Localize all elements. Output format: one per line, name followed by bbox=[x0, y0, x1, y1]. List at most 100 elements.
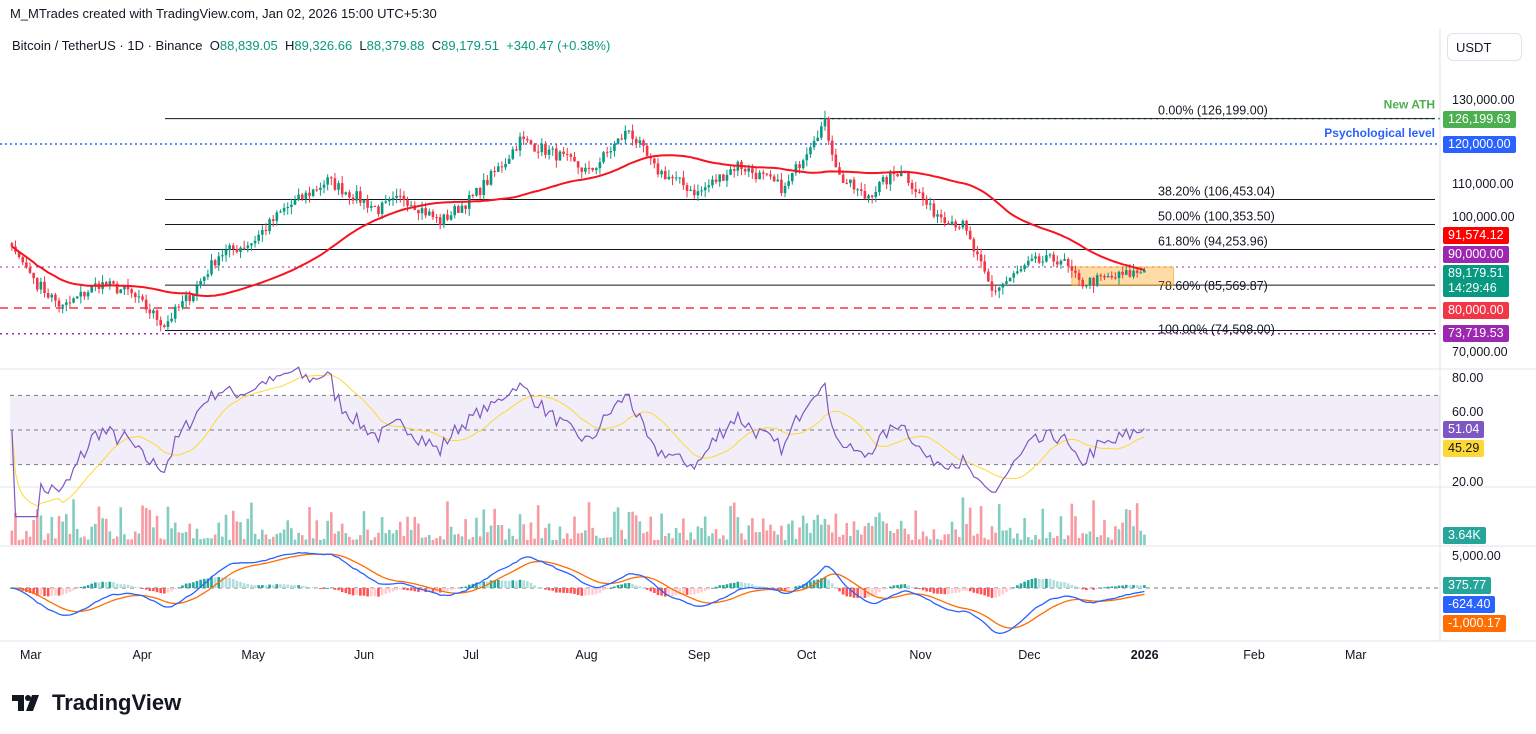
volume-bar bbox=[907, 534, 910, 545]
candle bbox=[627, 130, 631, 132]
macd-histogram-bar bbox=[449, 588, 453, 591]
macd-histogram-bar bbox=[972, 588, 976, 593]
volume-bar bbox=[536, 505, 540, 545]
volume-bar bbox=[674, 528, 678, 545]
volume-bar bbox=[573, 516, 576, 545]
time-tick: Mar bbox=[20, 648, 42, 662]
volume-bar bbox=[380, 517, 384, 545]
candle bbox=[576, 161, 580, 168]
candle bbox=[990, 281, 994, 291]
macd-histogram-bar bbox=[413, 588, 417, 592]
candle bbox=[213, 260, 217, 266]
macd-histogram-bar bbox=[224, 577, 228, 588]
volume-bar bbox=[373, 537, 377, 545]
rsi-badge: 51.04 bbox=[1443, 421, 1485, 438]
volume-badge: 3.64K bbox=[1443, 527, 1486, 544]
volume-bar bbox=[1114, 526, 1117, 545]
macd-histogram-bar bbox=[300, 585, 304, 588]
candle bbox=[239, 247, 242, 252]
candle bbox=[271, 219, 275, 222]
volume-bar bbox=[544, 527, 547, 545]
time-tick: 2026 bbox=[1130, 648, 1159, 662]
candle bbox=[820, 126, 823, 138]
currency-selector[interactable]: USDT bbox=[1447, 33, 1522, 61]
candle bbox=[751, 168, 754, 173]
macd-histogram-bar bbox=[253, 585, 257, 588]
macd-histogram-bar bbox=[457, 588, 460, 589]
tradingview-logo[interactable]: TradingView bbox=[12, 690, 181, 716]
candle bbox=[918, 191, 921, 193]
candle bbox=[435, 217, 438, 219]
candle bbox=[1081, 279, 1084, 287]
signal-line bbox=[11, 553, 1145, 629]
macd-histogram-bar bbox=[380, 588, 384, 596]
volume-bar bbox=[1081, 533, 1084, 545]
macd-histogram-bar bbox=[290, 585, 293, 588]
candle bbox=[580, 167, 584, 172]
volume-bar bbox=[820, 524, 823, 545]
macd-histogram-bar bbox=[943, 588, 947, 595]
volume-bar bbox=[279, 532, 282, 545]
ma50-line bbox=[11, 154, 1145, 298]
volume-bar bbox=[257, 539, 260, 545]
candle bbox=[968, 230, 972, 240]
candle bbox=[326, 177, 329, 185]
candle bbox=[144, 299, 148, 310]
macd-histogram-bar bbox=[384, 588, 388, 594]
candle bbox=[1019, 269, 1023, 272]
volume-bar bbox=[1135, 503, 1139, 545]
candle bbox=[344, 192, 348, 195]
candle bbox=[417, 209, 420, 214]
volume-bar bbox=[1124, 509, 1128, 545]
candle bbox=[486, 180, 489, 185]
volume-bar bbox=[758, 532, 761, 545]
candle bbox=[1045, 255, 1048, 262]
volume-bar bbox=[231, 510, 235, 545]
macd-histogram-bar bbox=[878, 588, 881, 593]
volume-bar bbox=[1143, 534, 1146, 545]
volume-bar bbox=[159, 538, 162, 545]
candle bbox=[242, 247, 246, 249]
macd-histogram-bar bbox=[1059, 581, 1063, 588]
volume-bar bbox=[903, 528, 907, 545]
macd-histogram-bar bbox=[903, 584, 907, 588]
candle bbox=[616, 138, 620, 144]
volume-bar bbox=[460, 536, 464, 545]
candle bbox=[188, 295, 192, 302]
macd-histogram-bar bbox=[965, 588, 968, 591]
candle bbox=[406, 200, 409, 206]
candle bbox=[1026, 260, 1030, 266]
volume-bar bbox=[725, 539, 729, 545]
volume-bar bbox=[827, 524, 830, 545]
macd-histogram-bar bbox=[1106, 586, 1110, 588]
candle bbox=[769, 174, 772, 177]
volume-bar bbox=[486, 532, 489, 545]
macd-histogram-bar bbox=[598, 588, 602, 593]
macd-histogram-bar bbox=[133, 586, 137, 588]
candle bbox=[1092, 277, 1095, 286]
candle bbox=[329, 177, 333, 179]
macd-histogram-bar bbox=[123, 584, 126, 588]
level-90k-badge: 90,000.00 bbox=[1443, 246, 1509, 263]
macd-histogram-bar bbox=[584, 588, 587, 596]
symbol-name[interactable]: Bitcoin / TetherUS · 1D · Binance bbox=[12, 38, 203, 53]
candle bbox=[667, 176, 671, 180]
candle bbox=[133, 293, 137, 298]
volume-bar bbox=[928, 539, 932, 545]
candle bbox=[10, 243, 14, 247]
macd-histogram-bar bbox=[620, 584, 623, 588]
candle bbox=[112, 281, 115, 284]
candle bbox=[544, 143, 547, 155]
volume-bar bbox=[605, 537, 609, 545]
candle bbox=[925, 198, 928, 205]
candle bbox=[947, 222, 950, 225]
volume-bar bbox=[1088, 531, 1092, 545]
candle bbox=[293, 200, 297, 205]
candle bbox=[460, 205, 464, 213]
candle bbox=[319, 187, 322, 190]
volume-bar bbox=[1052, 537, 1055, 545]
macd-histogram-bar bbox=[83, 586, 86, 588]
candle bbox=[591, 167, 594, 171]
candle bbox=[257, 234, 260, 241]
